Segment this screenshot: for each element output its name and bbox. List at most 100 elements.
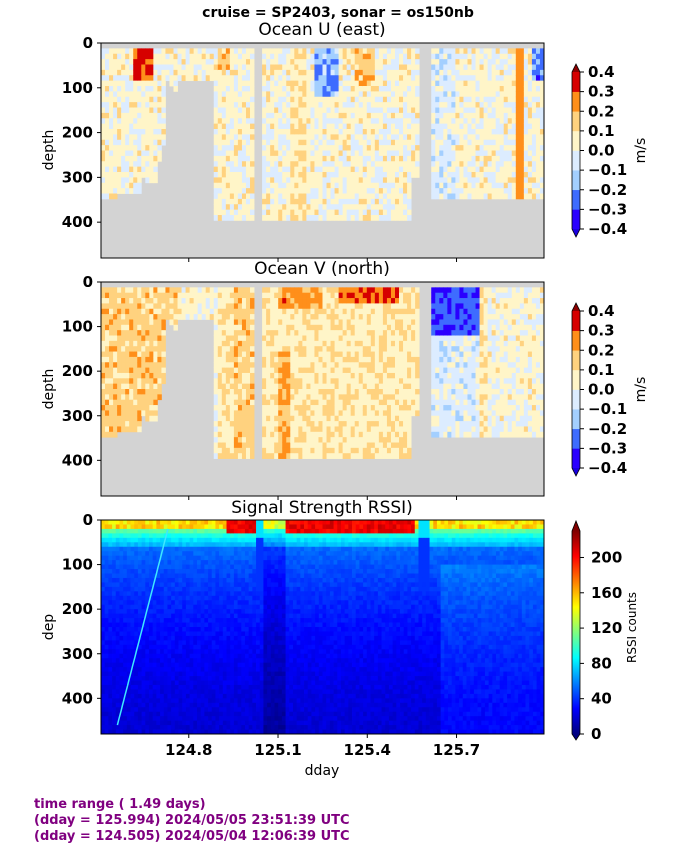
heatmap-cell [310, 150, 315, 157]
heatmap-cell [370, 453, 376, 459]
heatmap-cell [229, 367, 235, 374]
heatmap-cell [141, 372, 146, 379]
heatmap-cell [250, 303, 255, 310]
heatmap-cell [286, 172, 291, 178]
heatmap-cell [479, 182, 484, 189]
heatmap-cell [475, 129, 480, 135]
heatmap-cell [415, 48, 420, 55]
heatmap-cell [495, 177, 501, 184]
heatmap-cell [362, 166, 368, 173]
heatmap-cell [113, 182, 118, 189]
heatmap-cell [455, 59, 460, 65]
heatmap-cell [302, 298, 307, 304]
heatmap-cell [306, 215, 311, 221]
heatmap-cell [125, 335, 130, 342]
heatmap-cell [322, 367, 327, 374]
heatmap-cell [229, 215, 235, 221]
heatmap-cell [314, 399, 319, 406]
heatmap-cell [137, 91, 142, 98]
heatmap-cell [290, 150, 295, 157]
heatmap-cell [278, 351, 283, 358]
heatmap-cell [282, 64, 287, 71]
heatmap-cell [173, 308, 178, 315]
heatmap-cell [394, 351, 400, 358]
heatmap-cell [225, 319, 231, 326]
heatmap-cell [250, 410, 255, 417]
heatmap-cell [137, 96, 142, 103]
heatmap-cell [105, 134, 110, 141]
heatmap-cell [370, 198, 376, 205]
heatmap-cell [165, 292, 170, 299]
heatmap-cell [221, 447, 227, 454]
heatmap-cell [370, 64, 376, 71]
heatmap-cell [286, 166, 291, 173]
heatmap-cell [129, 134, 134, 141]
heatmap-cell [137, 389, 142, 395]
heatmap-cell [354, 324, 360, 331]
heatmap-cell [229, 399, 235, 406]
heatmap-cell [318, 346, 323, 352]
heatmap-cell [479, 53, 484, 60]
heatmap-cell [515, 69, 521, 76]
heatmap-cell [105, 287, 110, 294]
heatmap-cell [121, 129, 126, 135]
heatmap-cell [302, 346, 307, 352]
heatmap-cell [153, 102, 158, 108]
heatmap-cell [282, 215, 287, 221]
heatmap-cell [262, 177, 267, 184]
heatmap-cell [471, 69, 476, 76]
heatmap-cell [338, 172, 344, 178]
heatmap-cell [407, 287, 412, 294]
heatmap-cell [386, 123, 392, 130]
heatmap-cell [181, 48, 186, 55]
heatmap-cell [386, 69, 392, 76]
heatmap-cell [394, 383, 400, 390]
heatmap-cell [109, 172, 114, 178]
heatmap-cell [290, 193, 295, 200]
heatmap-cell [407, 303, 412, 310]
heatmap-cell [149, 389, 154, 395]
heatmap-cell [362, 362, 368, 368]
heatmap-cell [326, 91, 331, 98]
heatmap-cell [229, 198, 235, 205]
heatmap-cell [374, 69, 380, 76]
heatmap-cell [318, 48, 323, 55]
heatmap-cell [157, 346, 162, 352]
heatmap-cell [278, 102, 283, 108]
heatmap-cell [511, 155, 517, 162]
heatmap-cell [133, 287, 138, 294]
heatmap-cell [362, 389, 368, 395]
heatmap-cell [225, 107, 231, 114]
heatmap-cell [443, 188, 448, 194]
heatmap-cell [463, 123, 468, 130]
heatmap-cell [527, 139, 533, 146]
heatmap-cell [354, 48, 360, 55]
heatmap-cell [133, 75, 138, 82]
heatmap-cell [121, 91, 126, 98]
heatmap-cell [326, 426, 331, 433]
heatmap-cell [314, 123, 319, 130]
heatmap-cell [302, 442, 307, 449]
heatmap-cell [245, 346, 251, 352]
heatmap-cell [117, 346, 122, 352]
heatmap-cell [109, 188, 114, 194]
heatmap-cell [334, 378, 340, 385]
heatmap-cell [358, 59, 364, 65]
heatmap-cell [358, 86, 364, 92]
heatmap-cell [382, 372, 388, 379]
heatmap-cell [334, 351, 340, 358]
heatmap-cell [101, 378, 106, 385]
heatmap-cell [213, 177, 219, 184]
heatmap-cell [157, 308, 162, 315]
heatmap-cell [117, 292, 122, 299]
heatmap-cell [109, 123, 114, 130]
heatmap-cell [415, 134, 420, 141]
heatmap-cell [262, 69, 267, 76]
heatmap-cell [225, 399, 231, 406]
heatmap-cell [403, 129, 408, 135]
heatmap-cell [290, 91, 295, 98]
heatmap-cell [274, 351, 279, 358]
heatmap-cell [431, 314, 436, 320]
heatmap-cell [407, 431, 412, 438]
